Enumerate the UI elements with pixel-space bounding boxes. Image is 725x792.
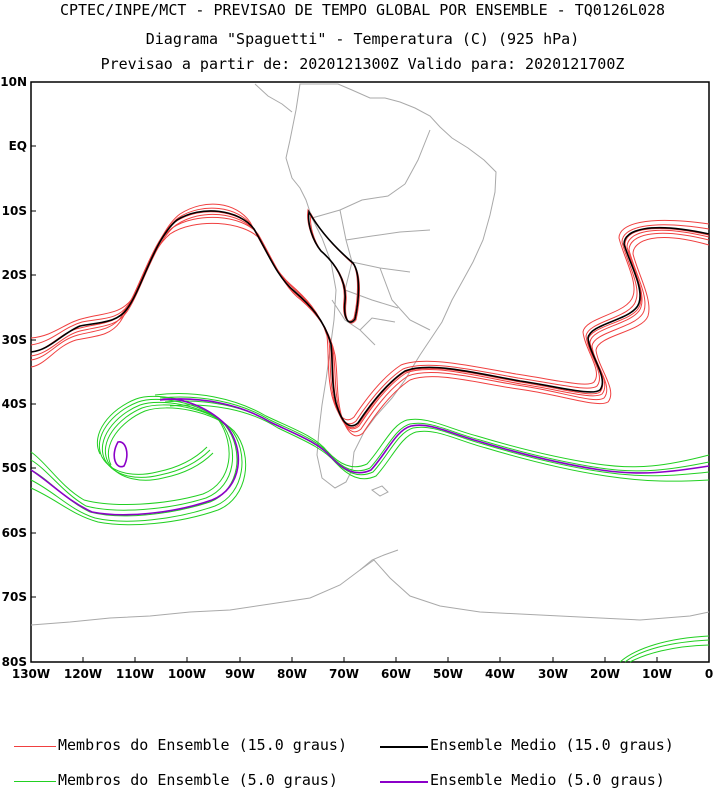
antarctic-peninsula	[359, 549, 399, 571]
longitude-axis: 130W 120W 110W 100W 90W 80W 70W 60W 50W …	[12, 657, 713, 681]
legend-label-member15: Membros do Ensemble (15.0 graus)	[58, 736, 347, 754]
lat-label: 10N	[0, 75, 27, 89]
lat-label: 80S	[2, 655, 27, 669]
map-frame	[30, 81, 710, 663]
member-5-south-lobe	[629, 644, 710, 663]
member-5-line	[30, 395, 230, 505]
member-15-line	[30, 213, 710, 430]
falkland-islands	[370, 485, 389, 497]
member-5-line	[159, 396, 710, 472]
coastlines	[30, 83, 710, 626]
lat-label: 30S	[2, 333, 27, 347]
mean-15-line	[30, 210, 710, 427]
legend-swatch-member5	[14, 781, 56, 782]
title-line-3: Previsao a partir de: 2020121300Z Valido…	[100, 55, 625, 73]
members-5-series	[30, 393, 710, 663]
member-5-line	[30, 407, 247, 526]
mean-5-line	[30, 398, 710, 516]
lat-label: 20S	[2, 268, 27, 282]
lon-label: 110W	[116, 667, 154, 681]
south-america-coast	[285, 83, 497, 489]
legend-swatch-mean5	[380, 781, 428, 783]
member-5-line	[30, 398, 233, 511]
legend-swatch-member15	[14, 746, 56, 747]
lon-label: 100W	[168, 667, 206, 681]
legend-label-mean5: Ensemble Medio (5.0 graus)	[430, 771, 665, 789]
antarctica-coast	[30, 559, 710, 626]
lat-label: 50S	[2, 461, 27, 475]
lon-label: 10W	[642, 667, 672, 681]
lat-label: 10S	[2, 204, 27, 218]
legend-swatch-mean15	[380, 746, 428, 748]
member-15-line	[30, 216, 710, 433]
lon-label: 130W	[12, 667, 50, 681]
lon-label: 90W	[225, 667, 255, 681]
central-america-coast	[254, 83, 293, 113]
member-5-line	[154, 393, 710, 468]
mean-15-series	[30, 209, 710, 427]
mean-15-andes-loop	[307, 209, 360, 323]
lon-label: 80W	[277, 667, 307, 681]
member-15-line	[30, 211, 710, 429]
mean-5-small-loop	[113, 441, 128, 468]
lon-label: 40W	[485, 667, 515, 681]
latitude-axis: 10N EQ 10S 20S 30S 40S 50S 60S 70S 80S	[0, 75, 36, 669]
legend-label-mean15: Ensemble Medio (15.0 graus)	[430, 736, 674, 754]
lon-label: 0	[705, 667, 713, 681]
mean-5-series	[30, 398, 710, 516]
lat-label: 40S	[2, 397, 27, 411]
lon-label: 30W	[538, 667, 568, 681]
member-5-south-lobe	[624, 639, 710, 663]
lat-label: 60S	[2, 526, 27, 540]
lon-label: 70W	[329, 667, 359, 681]
legend-label-member5: Membros do Ensemble (5.0 graus)	[58, 771, 338, 789]
lon-label: 20W	[590, 667, 620, 681]
lat-label: EQ	[9, 139, 27, 153]
member-5-south-lobe	[619, 635, 710, 663]
lon-label: 60W	[381, 667, 411, 681]
title-line-1: CPTEC/INPE/MCT - PREVISAO DE TEMPO GLOBA…	[59, 1, 666, 19]
title-line-2: Diagrama "Spaguetti" - Temperatura (C) (…	[145, 30, 580, 48]
lon-label: 50W	[433, 667, 463, 681]
lat-label: 70S	[2, 590, 27, 604]
member-5-line	[169, 404, 710, 482]
country-borders	[311, 129, 431, 346]
lon-label: 120W	[64, 667, 102, 681]
